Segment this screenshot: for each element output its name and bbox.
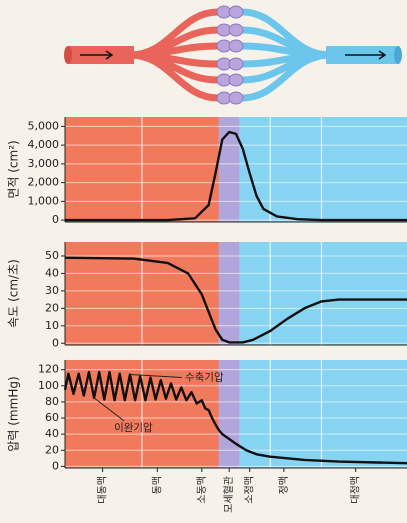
data-line [63,370,407,465]
x-tick-label: 정맥 [278,476,290,494]
y-tick-label: 2,000 [28,176,60,189]
y-tick-label: 20 [45,301,59,314]
x-tick-label: 대동맥 [97,476,109,504]
x-tick-label: 동맥 [151,476,163,494]
y-tick-label: 100 [38,379,59,392]
annotation-arrow [93,397,125,422]
data-line [64,256,407,344]
y-axis-title: 속도 (cm/초) [7,259,21,328]
y-tick-label: 1,000 [28,194,60,207]
y-tick-label: 60 [45,411,59,424]
x-tick-label: 소동맥 [196,476,208,504]
x-tick-label: 소정맥 [244,476,256,504]
region [239,117,407,222]
y-tick-label: 10 [45,319,59,332]
y-tick-label: 0 [52,336,59,349]
region [239,360,407,468]
region [239,242,407,345]
y-tick-label: 5,000 [28,119,60,132]
x-tick-label: 대정맥 [350,476,362,504]
annotation: 이완기압 [114,421,153,434]
y-axis-title: 압력 (mmHg) [7,376,21,451]
vessel-diagram [64,5,402,105]
annotation-arrow [129,374,183,379]
y-tick-label: 0 [52,213,59,226]
y-tick-label: 3,000 [28,157,60,170]
y-tick-label: 40 [45,427,59,440]
y-axis-title: 면적 (cm²) [7,140,21,198]
annotation: 수축기압 [185,371,224,384]
y-tick-label: 120 [38,363,59,376]
y-tick-label: 40 [45,266,59,279]
y-tick-label: 30 [45,284,59,297]
y-tick-label: 0 [52,459,59,472]
y-tick-label: 20 [45,443,59,456]
region [218,242,240,345]
y-tick-label: 80 [45,395,59,408]
data-line [65,130,407,222]
region [218,117,240,222]
region [218,360,240,468]
x-tick-label: 모세혈관 [222,476,235,513]
y-tick-label: 4,000 [28,138,60,151]
y-tick-label: 50 [45,249,59,262]
